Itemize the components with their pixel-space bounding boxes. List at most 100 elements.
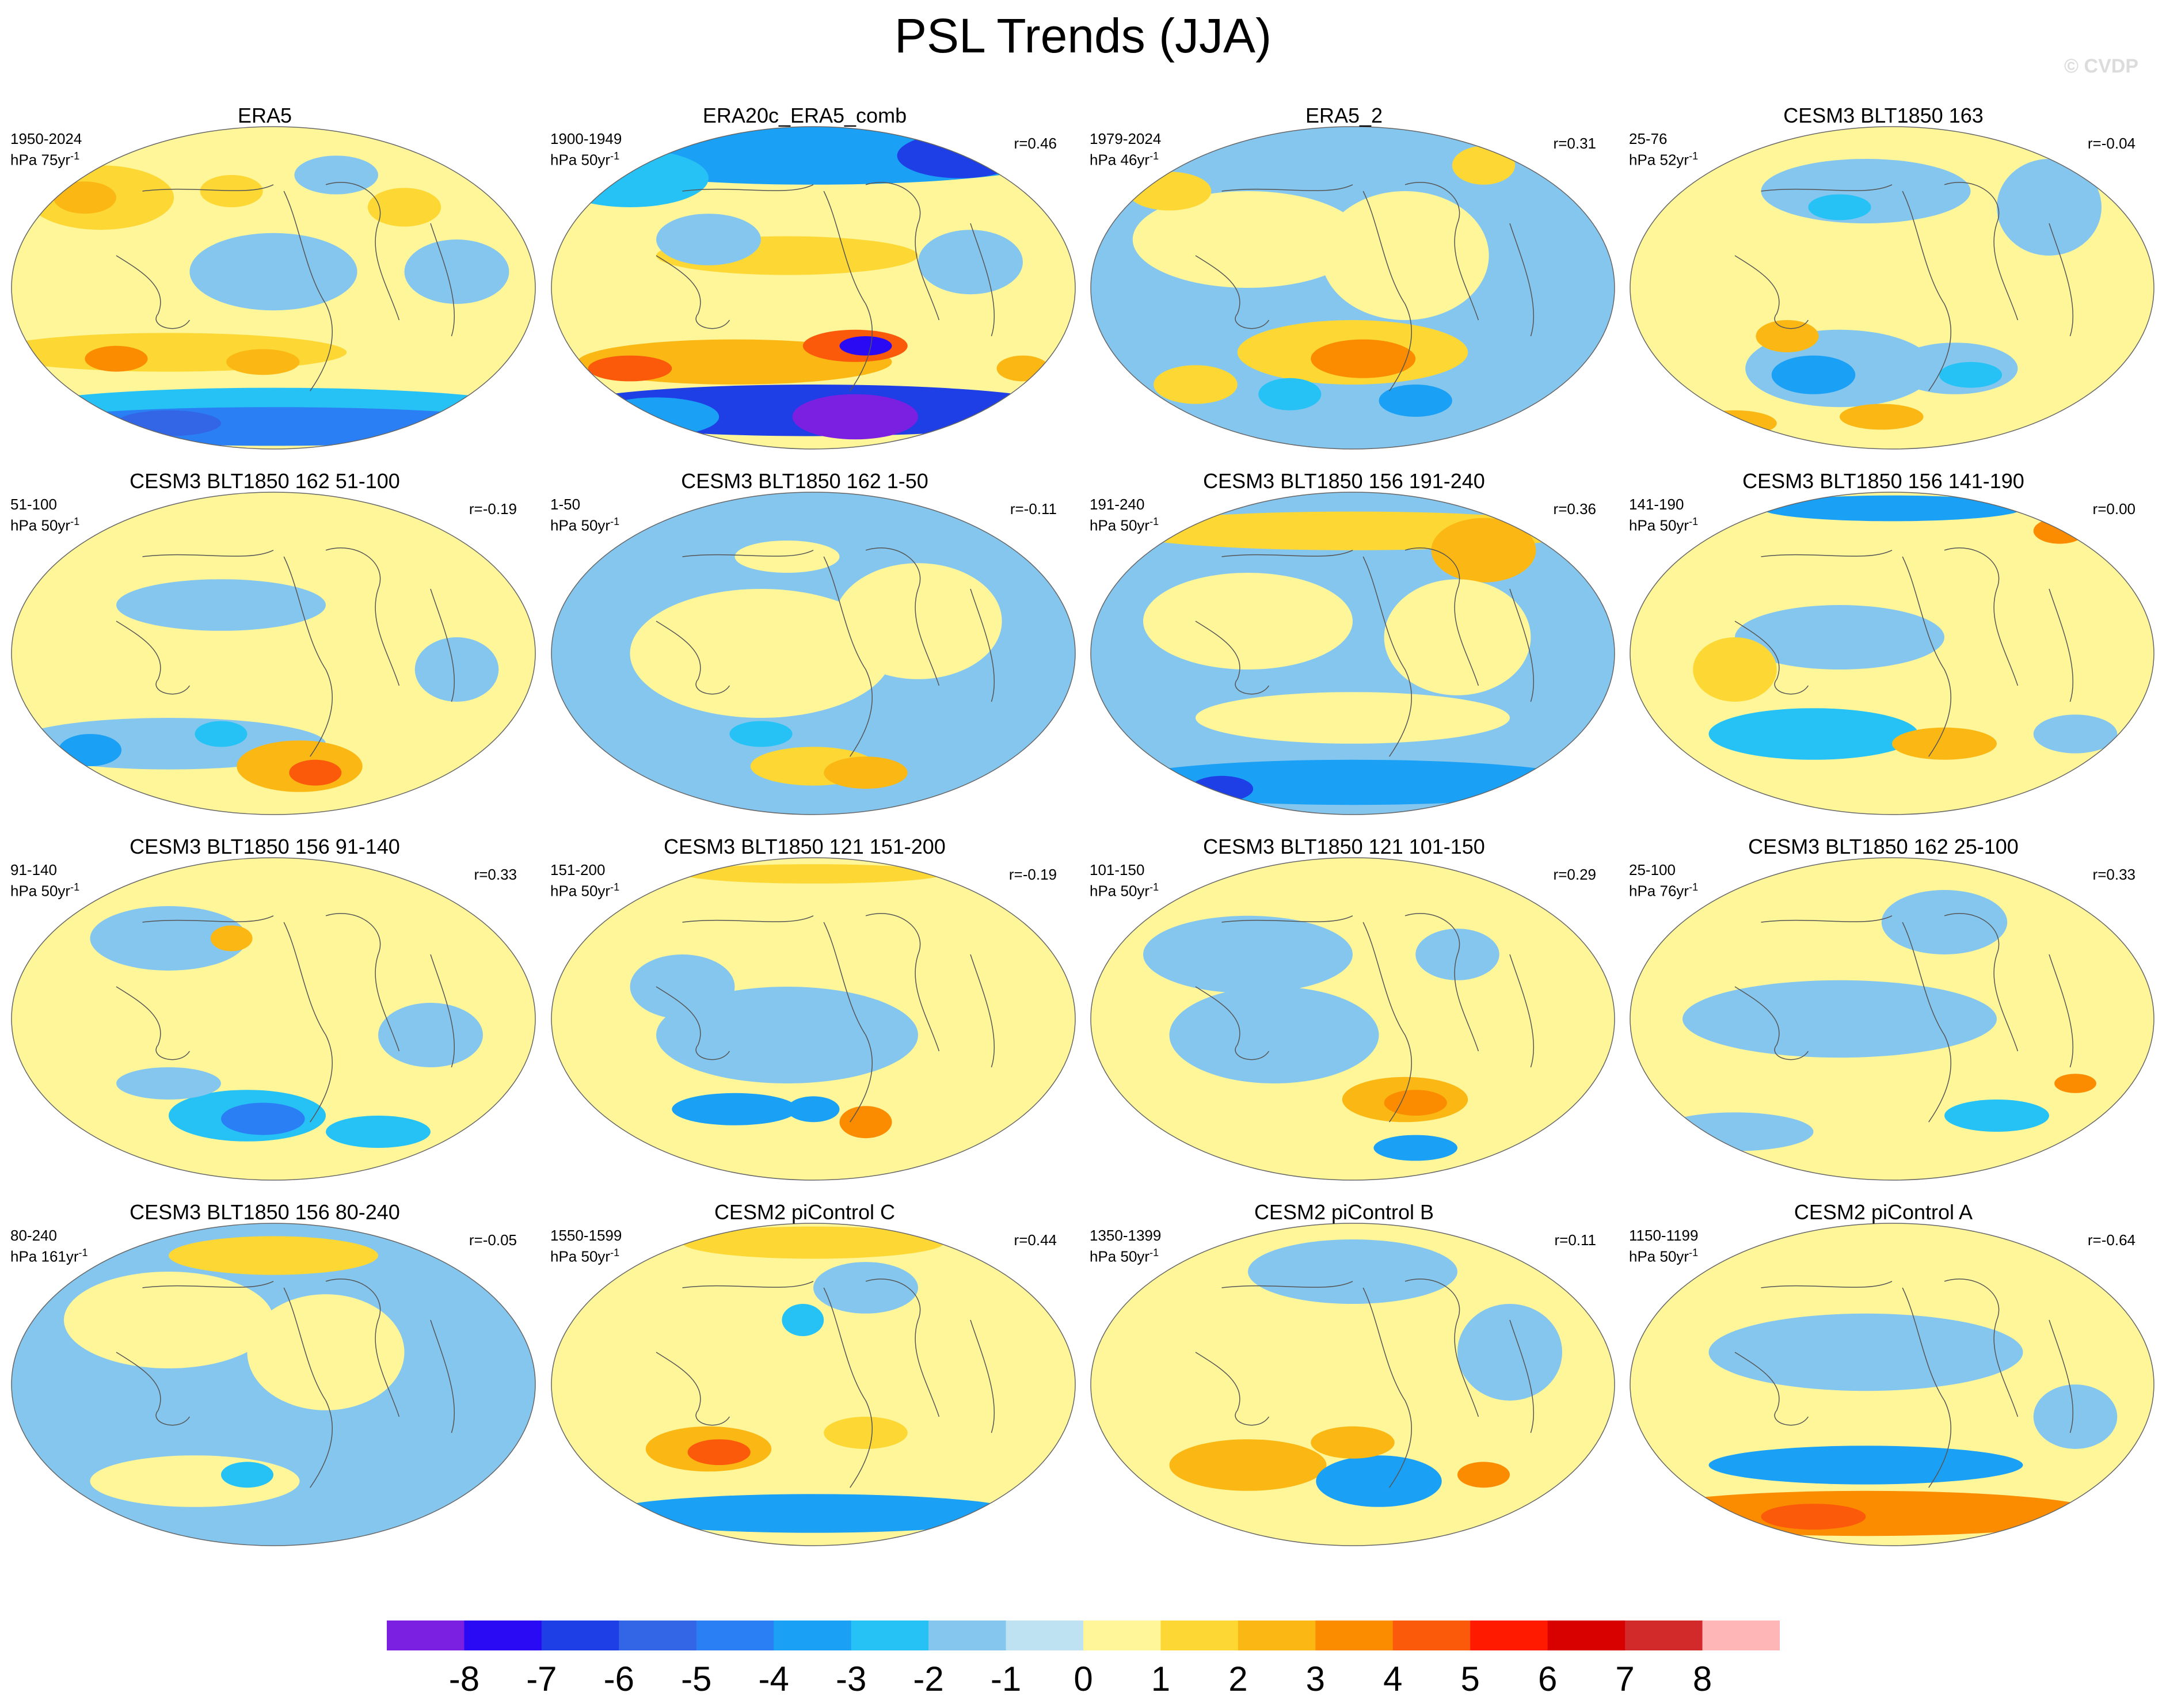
trend-anomaly-region bbox=[1735, 605, 1944, 669]
coastline bbox=[116, 255, 191, 329]
psl-trend-map bbox=[11, 492, 536, 815]
trend-anomaly-region bbox=[1546, 397, 1599, 424]
trend-anomaly-region bbox=[1379, 385, 1452, 417]
pattern-correlation: r=0.46 bbox=[1014, 135, 1057, 152]
psl-trend-map bbox=[551, 126, 1076, 450]
trend-anomaly-region bbox=[630, 589, 892, 718]
period-units: hPa 50yr-1 bbox=[1629, 1247, 1699, 1265]
colorbar-tick-label: 4 bbox=[1383, 1660, 1403, 1698]
coastline bbox=[1734, 621, 1809, 695]
panel-period: 25-100 hPa 76yr-1 bbox=[1629, 861, 1698, 900]
coastline bbox=[1362, 556, 1413, 757]
period-years: 51-100 bbox=[10, 496, 57, 513]
coastline bbox=[1944, 913, 2019, 1052]
period-units: hPa 161yr-1 bbox=[10, 1247, 88, 1265]
coastline bbox=[116, 986, 191, 1060]
coastline bbox=[1221, 550, 1353, 557]
coastline bbox=[1362, 191, 1413, 391]
coastline bbox=[283, 556, 333, 757]
trend-anomaly-region bbox=[12, 407, 535, 446]
trend-anomaly-region bbox=[226, 349, 300, 375]
coastline bbox=[430, 954, 455, 1068]
psl-trend-map bbox=[1630, 492, 2154, 815]
colorbar-tick-label: -1 bbox=[990, 1660, 1022, 1698]
trend-anomaly-region bbox=[1154, 365, 1238, 404]
panel-title: CESM3 BLT1850 162 25-100 bbox=[1748, 835, 2019, 858]
period-units: hPa 50yr-1 bbox=[1629, 516, 1699, 534]
trend-anomaly-region bbox=[404, 239, 509, 304]
panel-title: CESM3 BLT1850 163 bbox=[1783, 104, 1984, 127]
colorbar-bin bbox=[1083, 1620, 1161, 1650]
trend-anomaly-region bbox=[792, 394, 918, 440]
coastline bbox=[1362, 1287, 1413, 1488]
coastline bbox=[1902, 191, 1952, 391]
cvdp-watermark: © CVDP bbox=[2064, 55, 2138, 77]
colorbar-bin bbox=[387, 1620, 465, 1650]
coastline bbox=[656, 986, 730, 1060]
colorbar-bin bbox=[464, 1620, 542, 1650]
coastline bbox=[142, 915, 274, 923]
trend-anomaly-region bbox=[289, 759, 342, 786]
coastline bbox=[1761, 550, 1893, 557]
colorbar-bin bbox=[1702, 1620, 1780, 1650]
coastline bbox=[283, 1287, 333, 1488]
map-border bbox=[11, 1223, 536, 1546]
map-panel: ERA5_2 1979-2024 hPa 46yr-1 r=0.31 bbox=[1079, 104, 1615, 461]
colorbar-tick-label: 8 bbox=[1692, 1660, 1712, 1698]
panel-title: CESM2 piControl B bbox=[1254, 1200, 1434, 1224]
period-years: 1350-1399 bbox=[1090, 1227, 1162, 1244]
period-units: hPa 75yr-1 bbox=[10, 150, 80, 169]
pattern-correlation: r=-0.05 bbox=[469, 1231, 517, 1249]
trend-anomaly-region bbox=[672, 1093, 798, 1125]
coastline bbox=[325, 1279, 400, 1417]
colorbar-bin bbox=[774, 1620, 852, 1650]
coastline bbox=[1509, 588, 1535, 702]
trend-anomaly-region bbox=[1143, 573, 1353, 669]
coastline bbox=[1195, 986, 1270, 1060]
pattern-correlation: r=0.00 bbox=[2092, 500, 2135, 518]
map-panel: CESM3 BLT1850 156 191-240 191-240 hPa 50yr… bbox=[1079, 469, 1615, 826]
trend-anomaly-region bbox=[1311, 339, 1416, 378]
panel-period: 1900-1949 hPa 50yr-1 bbox=[550, 130, 622, 169]
panel-title: CESM2 piControl A bbox=[1794, 1200, 1973, 1224]
trend-anomaly-region bbox=[1384, 1090, 1447, 1116]
trend-anomaly-region bbox=[839, 1106, 892, 1139]
coastline bbox=[1195, 1352, 1270, 1426]
trend-anomaly-region bbox=[1384, 579, 1531, 695]
panel-period: 25-76 hPa 52yr-1 bbox=[1629, 130, 1698, 169]
map-panel: CESM3 BLT1850 162 1-50 1-50 hPa 50yr-1 r=-0… bbox=[540, 469, 1076, 826]
period-years: 1950-2024 bbox=[10, 130, 82, 147]
period-units: hPa 52yr-1 bbox=[1629, 150, 1699, 169]
panel-period: 1150-1199 hPa 50yr-1 bbox=[1629, 1227, 1698, 1265]
colorbar-bin bbox=[541, 1620, 619, 1650]
map-border bbox=[1630, 857, 2154, 1181]
trend-anomaly-region bbox=[1708, 708, 1918, 760]
trend-anomaly-region bbox=[824, 756, 908, 789]
pattern-correlation: r=0.29 bbox=[1553, 866, 1596, 883]
period-years: 1-50 bbox=[550, 496, 581, 513]
panel-period: 1-50 hPa 50yr-1 bbox=[550, 496, 619, 534]
coastline bbox=[142, 184, 274, 192]
coastline bbox=[1734, 986, 1809, 1060]
trend-anomaly-region bbox=[326, 1116, 431, 1148]
coastline bbox=[1404, 913, 1479, 1052]
map-border bbox=[1090, 492, 1615, 815]
coastline bbox=[865, 182, 940, 321]
period-years: 25-100 bbox=[1629, 861, 1676, 878]
trend-anomaly-region bbox=[839, 336, 892, 356]
coastline bbox=[1761, 915, 1893, 923]
colorbar-bin bbox=[1470, 1620, 1548, 1650]
coastline bbox=[142, 1281, 274, 1288]
period-years: 1900-1949 bbox=[550, 130, 622, 147]
colorbar-bin bbox=[1625, 1620, 1703, 1650]
colorbar-bin bbox=[619, 1620, 697, 1650]
trend-anomaly-region bbox=[53, 181, 116, 214]
psl-trend-map bbox=[551, 1223, 1076, 1546]
coastline bbox=[1944, 182, 2019, 321]
panel-title: CESM3 BLT1850 162 1-50 bbox=[681, 469, 928, 493]
psl-trend-map bbox=[11, 1223, 536, 1546]
trend-anomaly-region bbox=[782, 1304, 824, 1336]
trend-anomaly-region bbox=[1756, 320, 1819, 352]
colorbar-tick-label: -8 bbox=[448, 1660, 480, 1698]
colorbar-tick-label: -4 bbox=[758, 1660, 789, 1698]
